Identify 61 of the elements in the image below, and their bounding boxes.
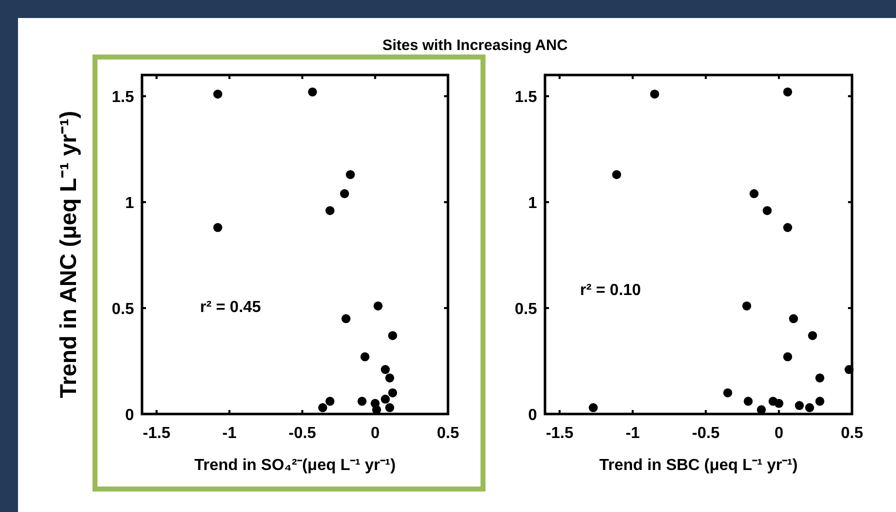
point (380, 365, 390, 374)
point (783, 223, 792, 232)
y-tick-label: 1.5 (514, 89, 538, 106)
y-tick-label: 0 (528, 407, 538, 424)
annotation: r² = 0.10 (580, 282, 642, 299)
x-tick-label: 0 (774, 425, 784, 442)
y-axis-title: Trend in ANC (μeq L⁻¹ yr⁻¹) (55, 110, 81, 398)
point (325, 206, 334, 216)
point (805, 403, 814, 412)
point (789, 314, 798, 324)
x-tick-label: -1.5 (142, 425, 170, 442)
point (815, 396, 824, 406)
x-axis-title: Trend in SO₄²⁻(μeq L⁻¹ yr⁻¹) (194, 457, 396, 474)
point (762, 206, 772, 216)
chart-title: Sites with Increasing ANC (382, 37, 568, 54)
point (794, 401, 804, 410)
point (213, 223, 222, 232)
x-tick-label: 0.5 (436, 425, 460, 442)
point (325, 396, 334, 406)
annotation: r² = 0.45 (200, 299, 262, 316)
x-tick-label: -1 (222, 425, 237, 442)
y-tick-label: 1.5 (112, 89, 134, 106)
point (612, 170, 622, 180)
point (588, 403, 598, 412)
point (750, 189, 759, 198)
y-tick-label: 1 (125, 195, 134, 212)
point (318, 403, 328, 412)
y-tick-label: 0.5 (112, 301, 134, 318)
point (774, 398, 784, 408)
point (844, 365, 854, 374)
point (358, 396, 367, 406)
point (783, 87, 792, 96)
point (808, 331, 818, 340)
point (744, 396, 753, 406)
point (723, 388, 732, 398)
point (342, 314, 350, 324)
x-tick-label: 0.5 (840, 425, 864, 442)
point (388, 388, 398, 398)
x-tick-label: -1.5 (546, 425, 574, 442)
x-tick-label: -0.5 (288, 425, 316, 442)
y-tick-label: 0.5 (514, 301, 538, 318)
x-tick-label: 0 (370, 425, 380, 442)
point (380, 394, 390, 404)
point (742, 301, 752, 310)
point (213, 90, 222, 99)
x-tick-label: -0.5 (692, 425, 720, 442)
point (388, 331, 398, 340)
point (815, 373, 824, 382)
x-axis-title: Trend in SBC (μeq L⁻¹ yr⁻¹) (599, 457, 798, 474)
x-tick-label: -1 (626, 425, 640, 442)
point (360, 352, 370, 362)
point (783, 352, 792, 362)
point (308, 87, 317, 96)
point (385, 403, 394, 412)
point (346, 170, 355, 180)
point (650, 90, 660, 99)
y-tick-label: 0 (125, 407, 134, 424)
point (340, 189, 350, 198)
point (374, 301, 383, 310)
y-tick-label: 1 (528, 195, 538, 212)
point (385, 373, 394, 382)
